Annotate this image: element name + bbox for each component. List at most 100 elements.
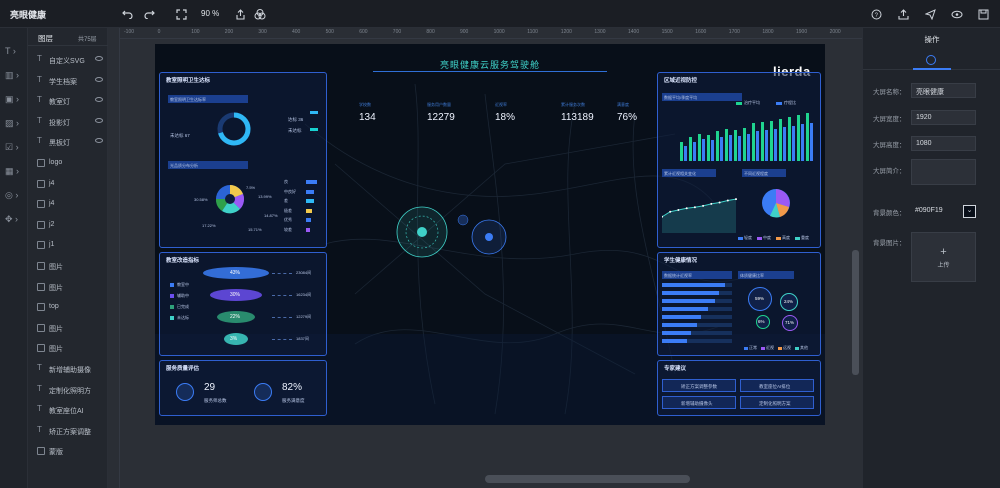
settings-tab-icon[interactable] xyxy=(926,55,936,65)
layer-item[interactable]: T 投影灯 xyxy=(28,112,108,132)
bar-mark xyxy=(725,128,728,161)
layer-item[interactable]: j2 xyxy=(28,215,108,235)
export-icon[interactable] xyxy=(233,7,247,21)
media-tool-icon[interactable]: ▣ › xyxy=(5,93,20,104)
visibility-eye-icon[interactable] xyxy=(95,56,103,61)
health-circle-value: 71% xyxy=(785,320,795,325)
layer-item[interactable]: T 定制化照明方 xyxy=(28,380,108,400)
bar-mark xyxy=(773,128,777,161)
legend-label: 正常 xyxy=(749,345,757,350)
expert-suggestion[interactable]: 教室座位AI排位 xyxy=(740,379,814,392)
upload-icon[interactable] xyxy=(896,7,910,21)
expert-suggestion[interactable]: 定制化照明方案 xyxy=(740,396,814,409)
layer-item[interactable]: 图片 xyxy=(28,256,108,276)
visibility-eye-icon[interactable] xyxy=(95,97,103,103)
text-tool-icon[interactable]: T › xyxy=(5,46,16,56)
row-bar xyxy=(662,283,725,287)
funnel-layer xyxy=(203,267,269,279)
panel-region-title: 区域近视防控 xyxy=(664,78,698,84)
zoom-level[interactable]: 90 % xyxy=(201,9,220,18)
stat-value: 134 xyxy=(359,112,376,123)
redo-icon[interactable] xyxy=(142,7,156,21)
layer-item-label: 教室座位AI xyxy=(49,408,84,416)
image-tool-icon[interactable]: ▨ › xyxy=(5,117,20,128)
layer-item[interactable]: top xyxy=(28,297,108,317)
line-series xyxy=(662,198,737,218)
layer-item[interactable]: T 黑板灯 xyxy=(28,132,108,152)
layer-item[interactable]: T 自定义SVG xyxy=(28,50,108,70)
text-icon: T xyxy=(37,95,42,105)
visibility-eye-icon[interactable] xyxy=(95,117,103,123)
field-input[interactable]: 1080 xyxy=(911,136,976,151)
legend-swatch xyxy=(170,316,174,320)
expert-suggestion[interactable]: 新增辅助摄像头 xyxy=(662,396,736,409)
description-textarea[interactable] xyxy=(911,159,976,185)
row-track xyxy=(662,339,732,343)
legend-swatch xyxy=(776,237,781,240)
dashboard-preview[interactable]: 亮眼健康云服务驾驶舱 lierda 学校数134服务用户数量12279近视率18… xyxy=(155,44,825,425)
text-icon: T xyxy=(37,115,42,125)
image-icon xyxy=(37,159,45,167)
save-icon[interactable] xyxy=(976,7,990,21)
layer-item[interactable]: T 教室灯 xyxy=(28,91,108,111)
layer-item[interactable]: j4 xyxy=(28,174,108,194)
p4-sub: 数据平均/季度平均 xyxy=(662,93,742,101)
bar-mark xyxy=(743,127,746,161)
legend-swatch xyxy=(170,305,174,309)
layer-item[interactable]: 图片 xyxy=(28,277,108,297)
help-icon[interactable]: ? xyxy=(869,7,883,21)
field-label: 大屏高度： xyxy=(873,142,906,149)
layer-item[interactable]: j4 xyxy=(28,194,108,214)
bar-mark xyxy=(752,123,755,161)
layer-item[interactable]: 图片 xyxy=(28,318,108,338)
bg-color-input[interactable]: #090F19 xyxy=(915,207,943,214)
map-tool-icon[interactable]: ◎ › xyxy=(5,189,19,200)
preview-icon[interactable] xyxy=(950,7,964,21)
bar-mark xyxy=(716,131,719,161)
layer-item[interactable]: j1 xyxy=(28,235,108,255)
funnel-legend: 已完成 xyxy=(177,304,189,309)
layer-item[interactable]: 蒙版 xyxy=(28,441,108,461)
expert-suggestion[interactable]: 矫正方案调整参数 xyxy=(662,379,736,392)
send-icon[interactable] xyxy=(923,7,937,21)
undo-icon[interactable] xyxy=(120,7,134,21)
horizontal-scrollbar[interactable] xyxy=(485,475,690,483)
p1-pie xyxy=(215,185,245,214)
funnel-percent: 30% xyxy=(230,292,241,298)
form-tool-icon[interactable]: ☑ › xyxy=(5,141,19,152)
chart-tool-icon[interactable]: ▥ › xyxy=(5,69,20,80)
ruler-tick: 400 xyxy=(292,29,301,35)
ruler-tick: 1900 xyxy=(796,29,808,35)
layer-item[interactable]: T 教室座位AI xyxy=(28,400,108,420)
funnel-layer xyxy=(217,311,255,323)
funnel-percent: 43% xyxy=(230,270,241,276)
line-point xyxy=(726,199,729,202)
vertical-scrollbar[interactable] xyxy=(852,250,859,375)
layers-panel: 图层 共75层 T 自定义SVG T 学生档案 T 教室灯 T 投影灯 T 黑板灯 logo j4 j4… xyxy=(28,28,108,488)
visibility-eye-icon[interactable] xyxy=(95,138,103,144)
layers-group-icon[interactable] xyxy=(253,7,267,21)
layer-item[interactable]: T 矫正方案调整 xyxy=(28,421,108,441)
upload-area[interactable]: + 上传 xyxy=(911,232,976,282)
field-input[interactable]: 亮眼健康 xyxy=(911,83,976,98)
panel-classroom: 教室改造指标 43% 23084间 教室中 30% 16234间 辅助中 22% 12279间… xyxy=(159,252,327,356)
component-tool-icon[interactable]: ✥ › xyxy=(5,213,19,224)
layer-item[interactable]: T 学生档案 xyxy=(28,71,108,91)
field-input[interactable]: 1920 xyxy=(911,110,976,125)
table-tool-icon[interactable]: ▦ › xyxy=(5,165,20,176)
layer-item[interactable]: 图片 xyxy=(28,338,108,358)
bar-mark xyxy=(788,116,791,161)
bar-mark xyxy=(689,136,692,161)
bar-mark xyxy=(746,134,750,161)
color-picker-chevron-icon[interactable]: ⌄ xyxy=(963,205,976,218)
bar-mark xyxy=(306,218,311,222)
fullscreen-icon[interactable] xyxy=(174,7,188,21)
layer-item[interactable]: T 新增辅助摄像 xyxy=(28,359,108,379)
row-bar xyxy=(662,307,708,311)
horizontal-ruler: -100 0 100 200 300 400 500 600 700 800 900 1000 1100… xyxy=(120,28,862,39)
ruler-tick: 1500 xyxy=(661,29,673,35)
p1-sub1: 教室照明卫生达标率 xyxy=(168,95,248,103)
layer-item[interactable]: logo xyxy=(28,153,108,173)
visibility-eye-icon[interactable] xyxy=(95,76,103,82)
app-title: 亮眼健康 xyxy=(10,10,47,20)
